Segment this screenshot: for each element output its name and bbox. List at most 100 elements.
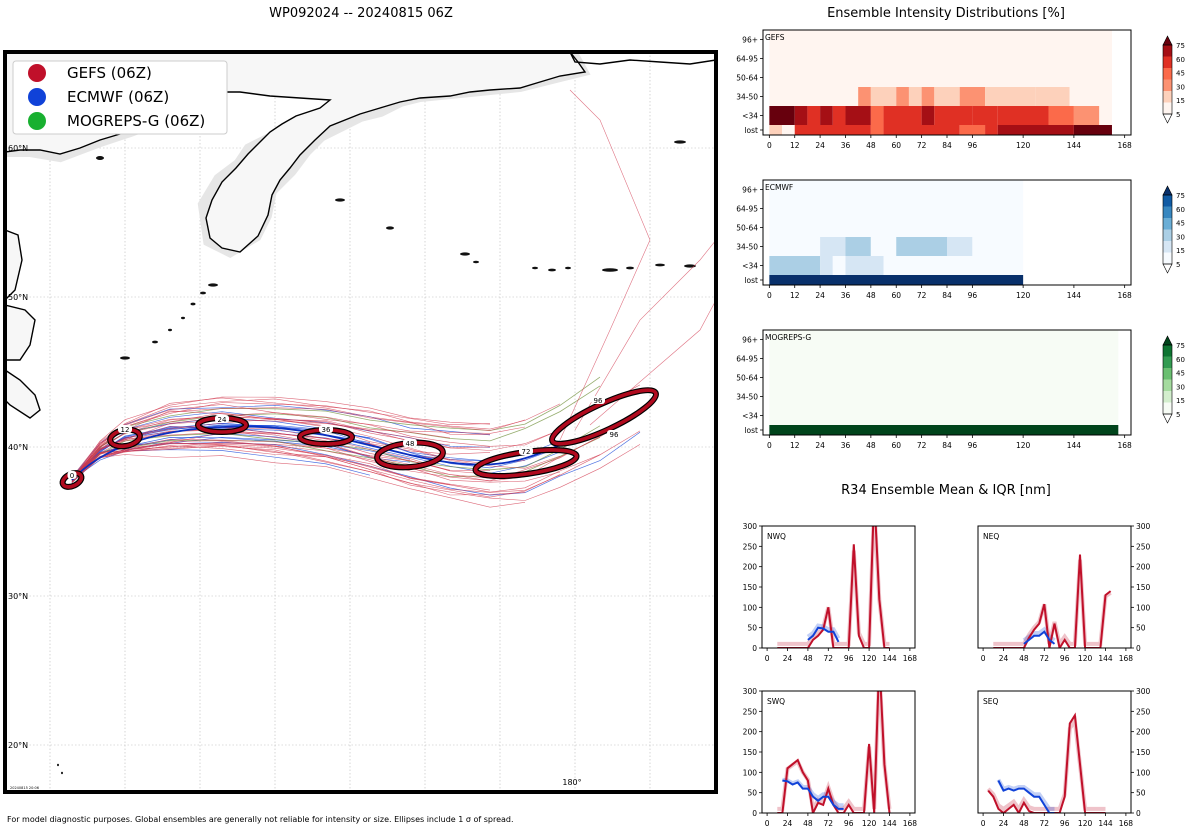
intensity-heatmaps: GEFS lost <34 34-50 50-64 64-95 96+ 0 12 24 36 48 60… (736, 29, 1185, 450)
y-tick-label: 250 (1136, 707, 1151, 716)
colorbar-segment (1163, 229, 1172, 241)
y-tick-label: 200 (1136, 563, 1151, 572)
heatmap-cell (870, 87, 897, 106)
heatmap-cell (794, 106, 808, 125)
heatmap-cell (858, 87, 871, 106)
x-tick-label: 96 (844, 819, 854, 828)
map-graticule (5, 52, 716, 792)
track-line (71, 454, 526, 508)
colorbar-tick-label: 45 (1176, 220, 1185, 228)
track-map: 0 12 24 36 48 72 96 96 60°N 50°N 40°N 30°N 20°N 180… (3, 50, 718, 794)
colorbar-segment (1163, 241, 1172, 253)
x-tick-label: 36 (841, 291, 851, 300)
forecast-hour-label-bg (403, 439, 417, 447)
colorbar-segment (1163, 379, 1172, 391)
heatmap-cell (972, 106, 998, 125)
footer-note: For model diagnostic purposes. Global en… (7, 815, 514, 824)
colorbar-segment (1163, 79, 1172, 91)
x-tick-label: 24 (815, 441, 825, 450)
x-tick-label: 0 (765, 654, 770, 663)
heatmap-cell (769, 406, 1119, 425)
track-line (71, 435, 601, 482)
colorbar-tick-label: 60 (1176, 56, 1185, 64)
x-tick-label: 48 (1019, 654, 1029, 663)
x-tick-label: 0 (767, 441, 772, 450)
x-tick-label: 24 (815, 291, 825, 300)
heatmap-cell (845, 256, 884, 275)
track-line (71, 384, 641, 483)
heatmap-cell (807, 106, 821, 125)
forecast-hour-label: 96 (610, 431, 619, 439)
colorbar-tick-label: 45 (1176, 370, 1185, 378)
colorbar-min-cap (1162, 263, 1173, 274)
y-tick-label: 100 (1136, 603, 1151, 612)
colorbar-segment (1163, 56, 1172, 68)
x-tick-label: 72 (917, 441, 927, 450)
y-tick-label: 96+ (742, 186, 758, 195)
x-tick-label: 168 (903, 819, 918, 828)
colorbar-segment (1163, 252, 1172, 264)
heatmap-cell (769, 387, 1119, 406)
x-tick-label: 120 (1078, 654, 1093, 663)
track-line (71, 443, 601, 493)
colorbar-segment (1163, 368, 1172, 380)
latitude-labels: 60°N 50°N 40°N 30°N 20°N (8, 144, 28, 750)
heatmap-cell (769, 30, 1112, 49)
track-line (71, 376, 601, 482)
legend-marker (28, 64, 46, 82)
r34-iqr-band (996, 778, 1055, 811)
forecast-hour-label-bg (215, 415, 229, 423)
x-tick-label: 0 (765, 819, 770, 828)
x-tick-label: 72 (917, 291, 927, 300)
y-tick-label: 300 (1136, 522, 1151, 531)
kamchatka-east-coast (569, 52, 716, 65)
heatmap-cell (934, 106, 947, 125)
y-tick-label: 50-64 (736, 374, 758, 383)
lat-label: 60°N (8, 144, 28, 153)
heatmap-cell (769, 180, 1024, 199)
heatmap-cell (934, 87, 960, 106)
heatmap-cell (947, 237, 973, 256)
heatmap-cell (959, 125, 986, 135)
heatmap-cell (870, 237, 897, 256)
forecast-hour-label: 48 (406, 440, 415, 448)
x-tick-label: 72 (824, 819, 834, 828)
y-tick-label: 250 (743, 707, 758, 716)
x-tick-label: 48 (866, 441, 876, 450)
heatmap-cell (883, 256, 1024, 275)
heatmap-cell (769, 349, 1119, 368)
track-line (71, 449, 371, 480)
heatmap-ecmwf: ECMWF lost <34 34-50 50-64 64-95 96+ 0 12 24 36 48 6… (736, 179, 1185, 300)
x-tick-label: 96 (968, 141, 978, 150)
colorbar-tick-label: 60 (1176, 356, 1185, 364)
r34-panel-label: NEQ (983, 532, 999, 541)
y-tick-label: 50-64 (736, 224, 758, 233)
r34-mean-line (807, 626, 840, 643)
x-tick-label: 144 (1067, 291, 1082, 300)
heatmap-cell (921, 106, 935, 125)
y-tick-label: 150 (743, 748, 758, 757)
y-tick-label: 50 (747, 624, 757, 633)
heatmap-cell (1099, 106, 1112, 125)
colorbar-tick-label: 15 (1176, 247, 1185, 255)
colorbar-tick-label: 60 (1176, 206, 1185, 214)
forecast-hour-label: 72 (522, 448, 531, 456)
x-tick-label: 36 (841, 141, 851, 150)
x-tick-label: 48 (803, 819, 813, 828)
x-tick-label: 24 (783, 654, 793, 663)
heatmap-cell (820, 237, 846, 256)
x-tick-label: 72 (1040, 819, 1050, 828)
x-tick-label: 144 (1067, 141, 1082, 150)
heatmap-cell (832, 256, 846, 275)
y-tick-label: 50 (747, 789, 757, 798)
x-tick-label: 120 (862, 654, 877, 663)
x-tick-label: 120 (1016, 141, 1031, 150)
y-tick-label: 200 (1136, 728, 1151, 737)
heatmap-cell (1035, 87, 1070, 106)
r34-panel-label: SEQ (983, 697, 998, 706)
y-tick-label: 34-50 (736, 243, 758, 252)
heatmap-cell (782, 125, 795, 135)
heatmap-cell (1048, 106, 1074, 125)
japan-coast (5, 229, 23, 301)
